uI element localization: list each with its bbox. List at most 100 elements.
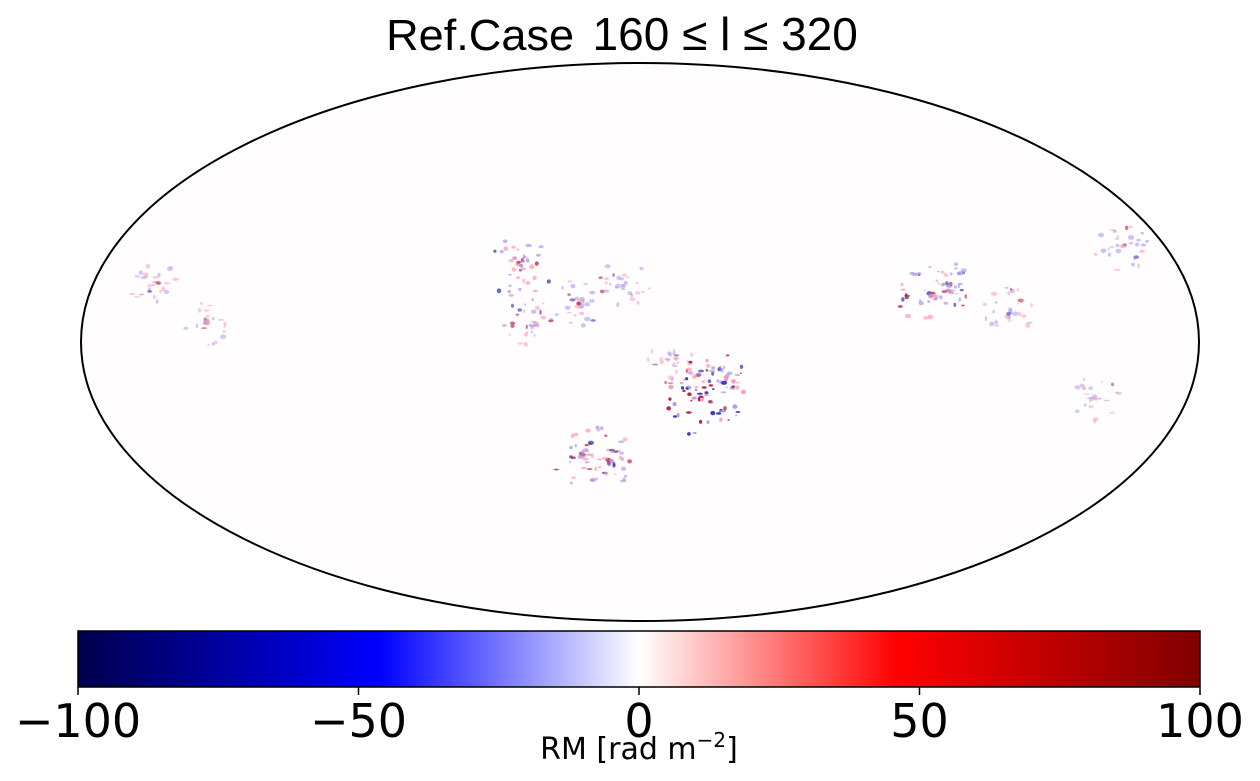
rm-feature-speck bbox=[629, 297, 635, 302]
rm-feature-speck bbox=[982, 302, 987, 307]
rm-feature-speck bbox=[147, 290, 153, 293]
rm-feature-speck bbox=[711, 366, 716, 370]
rm-feature-speck bbox=[148, 287, 151, 291]
rm-feature-speck bbox=[155, 281, 161, 286]
rm-feature-speck bbox=[1098, 232, 1105, 238]
rm-feature-speck bbox=[687, 392, 692, 397]
rm-feature-speck bbox=[163, 282, 171, 285]
rm-feature-speck bbox=[1134, 242, 1140, 247]
rm-feature-speck bbox=[668, 384, 674, 390]
rm-feature-speck bbox=[569, 445, 573, 450]
rm-feature-speck bbox=[534, 305, 540, 311]
rm-feature-speck bbox=[143, 272, 149, 277]
rm-feature-speck bbox=[699, 396, 704, 398]
rm-feature-speck bbox=[671, 376, 674, 382]
rm-feature-speck bbox=[568, 321, 573, 324]
rm-feature-cluster bbox=[598, 264, 651, 308]
rm-feature-speck bbox=[635, 282, 639, 284]
rm-feature-speck bbox=[673, 362, 676, 365]
rm-feature-speck bbox=[708, 370, 716, 373]
colorbar-label-main: RM [rad m bbox=[540, 732, 697, 767]
rm-feature-speck bbox=[590, 319, 596, 322]
rm-feature-speck bbox=[531, 297, 534, 302]
rm-feature-speck bbox=[561, 286, 564, 290]
rm-feature-speck bbox=[1007, 291, 1011, 296]
rm-feature-speck bbox=[1007, 315, 1011, 320]
rm-feature-speck bbox=[1111, 382, 1114, 387]
rm-feature-speck bbox=[1088, 396, 1095, 401]
rm-feature-speck bbox=[732, 404, 738, 409]
rm-feature-speck bbox=[1093, 419, 1097, 424]
rm-feature-speck bbox=[674, 369, 678, 374]
rm-feature-speck bbox=[1088, 386, 1093, 391]
rm-feature-speck bbox=[723, 375, 729, 379]
rm-feature-speck bbox=[145, 264, 151, 269]
rm-feature-speck bbox=[685, 411, 692, 414]
rm-feature-speck bbox=[994, 324, 999, 327]
rm-feature-speck bbox=[524, 332, 528, 337]
rm-feature-speck bbox=[710, 410, 716, 416]
rm-feature-speck bbox=[202, 322, 209, 325]
rm-feature-speck bbox=[493, 249, 497, 253]
rm-feature-speck bbox=[639, 267, 644, 271]
rm-feature-speck bbox=[515, 313, 519, 316]
rm-feature-speck bbox=[723, 406, 727, 411]
rm-feature-speck bbox=[542, 302, 545, 305]
rm-feature-speck bbox=[696, 372, 702, 377]
rm-feature-speck bbox=[928, 266, 932, 268]
colorbar-tick-label: 100 bbox=[1156, 694, 1244, 748]
rm-feature-speck bbox=[522, 254, 526, 259]
rm-feature-speck bbox=[939, 295, 943, 300]
rm-feature-speck bbox=[1006, 311, 1011, 316]
rm-feature-speck bbox=[220, 334, 227, 340]
rm-feature-speck bbox=[1115, 248, 1122, 254]
rm-feature-speck bbox=[1082, 385, 1086, 390]
rm-feature-speck bbox=[609, 451, 616, 453]
rm-feature-speck bbox=[533, 334, 536, 337]
rm-feature-speck bbox=[717, 367, 722, 372]
rm-feature-speck bbox=[704, 391, 709, 394]
rm-feature-speck bbox=[956, 271, 962, 276]
rm-feature-speck bbox=[582, 457, 589, 461]
rm-feature-speck bbox=[698, 398, 701, 400]
rm-feature-speck bbox=[525, 281, 531, 285]
rm-feature-speck bbox=[580, 452, 586, 457]
rm-feature-speck bbox=[609, 282, 612, 286]
rm-feature-speck bbox=[569, 298, 576, 302]
rm-feature-speck bbox=[620, 288, 626, 290]
rm-feature-speck bbox=[499, 250, 504, 254]
rm-feature-speck bbox=[157, 272, 161, 278]
rm-feature-speck bbox=[183, 326, 189, 330]
rm-feature-speck bbox=[509, 321, 516, 325]
rm-feature-speck bbox=[719, 417, 723, 422]
rm-feature-speck bbox=[625, 276, 630, 279]
rm-feature-speck bbox=[576, 301, 582, 306]
rm-feature-speck bbox=[705, 368, 709, 372]
rm-feature-speck bbox=[207, 321, 211, 324]
rm-feature-speck bbox=[1139, 249, 1145, 253]
rm-feature-speck bbox=[623, 475, 628, 478]
rm-feature-speck bbox=[569, 481, 573, 485]
rm-feature-speck bbox=[530, 309, 537, 314]
rm-feature-speck bbox=[1083, 403, 1087, 407]
rm-feature-speck bbox=[516, 248, 520, 251]
rm-feature-speck bbox=[692, 431, 697, 435]
rm-feature-speck bbox=[530, 320, 537, 323]
rm-feature-speck bbox=[618, 455, 623, 460]
rm-feature-speck bbox=[610, 459, 614, 464]
rm-feature-speck bbox=[961, 304, 965, 307]
rm-feature-speck bbox=[942, 282, 946, 286]
rm-feature-speck bbox=[1025, 323, 1031, 328]
rm-feature-speck bbox=[735, 381, 740, 384]
rm-feature-speck bbox=[503, 246, 509, 251]
rm-feature-speck bbox=[152, 294, 156, 299]
rm-feature-speck bbox=[636, 300, 640, 305]
rm-feature-speck bbox=[1098, 397, 1102, 400]
rm-feature-speck bbox=[706, 420, 710, 424]
rm-feature-speck bbox=[927, 300, 931, 303]
rm-feature-speck bbox=[597, 466, 602, 469]
rm-feature-speck bbox=[687, 363, 692, 365]
rm-feature-speck bbox=[676, 361, 680, 365]
rm-feature-speck bbox=[691, 375, 697, 379]
rm-feature-speck bbox=[517, 308, 522, 312]
